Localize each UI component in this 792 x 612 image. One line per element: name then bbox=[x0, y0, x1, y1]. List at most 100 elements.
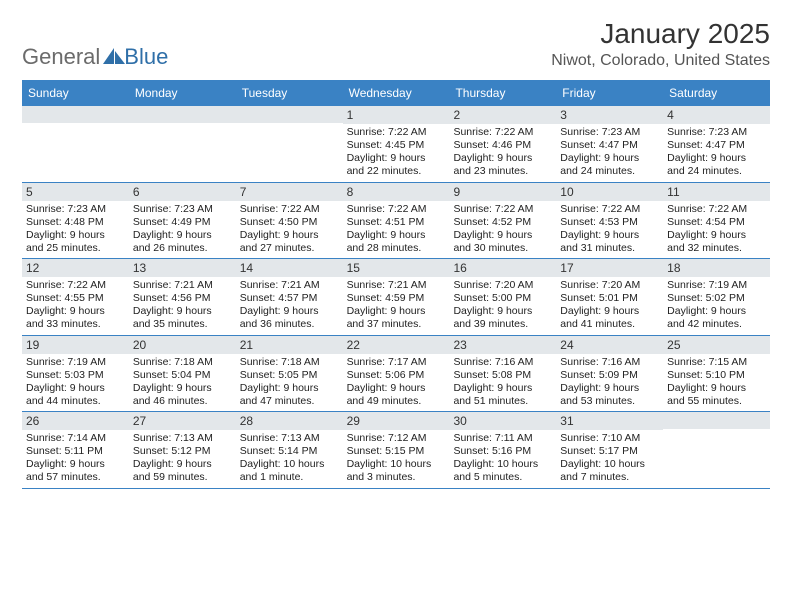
day-cell: 26 Sunrise: 7:14 AMSunset: 5:11 PMDayligh… bbox=[22, 412, 129, 488]
day-number: 27 bbox=[129, 412, 236, 430]
day-detail-text bbox=[24, 125, 126, 179]
calendar-body: 1 Sunrise: 7:22 AMSunset: 4:45 PMDaylight… bbox=[22, 105, 770, 489]
day-detail-text: Sunrise: 7:22 AMSunset: 4:50 PMDaylight:… bbox=[238, 203, 340, 259]
day-number: 21 bbox=[236, 336, 343, 354]
day-number: 30 bbox=[449, 412, 556, 430]
day-cell: 16 Sunrise: 7:20 AMSunset: 5:00 PMDayligh… bbox=[449, 259, 556, 335]
day-number: 24 bbox=[556, 336, 663, 354]
weekday-header-cell: Saturday bbox=[663, 81, 770, 105]
day-cell: 5Sunrise: 7:23 AMSunset: 4:48 PMDaylight… bbox=[22, 183, 129, 259]
day-number: 7 bbox=[236, 183, 343, 201]
day-detail-text: Sunrise: 7:10 AMSunset: 5:17 PMDaylight:… bbox=[558, 432, 660, 488]
day-number: 26 bbox=[22, 412, 129, 430]
day-number: 19 bbox=[22, 336, 129, 354]
weekday-header-cell: Friday bbox=[556, 81, 663, 105]
week-row: 12 Sunrise: 7:22 AMSunset: 4:55 PMDayligh… bbox=[22, 258, 770, 335]
day-cell: 17 Sunrise: 7:20 AMSunset: 5:01 PMDayligh… bbox=[556, 259, 663, 335]
day-cell: 15Sunrise: 7:21 AMSunset: 4:59 PMDayligh… bbox=[343, 259, 450, 335]
day-number: 8 bbox=[343, 183, 450, 201]
day-cell: 29Sunrise: 7:12 AMSunset: 5:15 PMDayligh… bbox=[343, 412, 450, 488]
day-number bbox=[236, 106, 343, 123]
day-detail-text: Sunrise: 7:19 AMSunset: 5:02 PMDaylight:… bbox=[665, 279, 767, 335]
brand-text-general: General bbox=[22, 44, 100, 70]
day-number: 3 bbox=[556, 106, 663, 124]
day-cell: 22 Sunrise: 7:17 AMSunset: 5:06 PMDayligh… bbox=[343, 336, 450, 412]
weekday-header-cell: Tuesday bbox=[236, 81, 343, 105]
day-detail-text: Sunrise: 7:17 AMSunset: 5:06 PMDaylight:… bbox=[345, 356, 447, 412]
day-number: 31 bbox=[556, 412, 663, 430]
day-number: 6 bbox=[129, 183, 236, 201]
day-detail-text: Sunrise: 7:20 AMSunset: 5:01 PMDaylight:… bbox=[558, 279, 660, 335]
day-cell: 11 Sunrise: 7:22 AMSunset: 4:54 PMDayligh… bbox=[663, 183, 770, 259]
sail-icon bbox=[102, 47, 126, 65]
day-cell: 19Sunrise: 7:19 AMSunset: 5:03 PMDayligh… bbox=[22, 336, 129, 412]
day-number: 17 bbox=[556, 259, 663, 277]
week-row: 1 Sunrise: 7:22 AMSunset: 4:45 PMDaylight… bbox=[22, 105, 770, 182]
day-detail-text: Sunrise: 7:13 AMSunset: 5:14 PMDaylight:… bbox=[238, 432, 340, 488]
day-detail-text bbox=[665, 431, 767, 485]
brand-logo: General Blue bbox=[22, 44, 168, 70]
day-cell: 13 Sunrise: 7:21 AMSunset: 4:56 PMDayligh… bbox=[129, 259, 236, 335]
day-detail-text: Sunrise: 7:23 AMSunset: 4:47 PMDaylight:… bbox=[558, 126, 660, 182]
day-number: 14 bbox=[236, 259, 343, 277]
week-row: 26 Sunrise: 7:14 AMSunset: 5:11 PMDayligh… bbox=[22, 411, 770, 489]
day-detail-text: Sunrise: 7:22 AMSunset: 4:54 PMDaylight:… bbox=[665, 203, 767, 259]
day-detail-text: Sunrise: 7:21 AMSunset: 4:56 PMDaylight:… bbox=[131, 279, 233, 335]
day-detail-text bbox=[238, 125, 340, 179]
day-cell: 24Sunrise: 7:16 AMSunset: 5:09 PMDayligh… bbox=[556, 336, 663, 412]
day-cell: 10Sunrise: 7:22 AMSunset: 4:53 PMDayligh… bbox=[556, 183, 663, 259]
day-number: 23 bbox=[449, 336, 556, 354]
month-title: January 2025 bbox=[551, 18, 770, 50]
day-detail-text: Sunrise: 7:23 AMSunset: 4:48 PMDaylight:… bbox=[24, 203, 126, 259]
day-detail-text: Sunrise: 7:14 AMSunset: 5:11 PMDaylight:… bbox=[24, 432, 126, 488]
day-detail-text: Sunrise: 7:21 AMSunset: 4:59 PMDaylight:… bbox=[345, 279, 447, 335]
day-cell: 7 Sunrise: 7:22 AMSunset: 4:50 PMDaylight… bbox=[236, 183, 343, 259]
day-cell: 23 Sunrise: 7:16 AMSunset: 5:08 PMDayligh… bbox=[449, 336, 556, 412]
day-detail-text: Sunrise: 7:11 AMSunset: 5:16 PMDaylight:… bbox=[451, 432, 553, 488]
day-number: 13 bbox=[129, 259, 236, 277]
weekday-header: SundayMondayTuesdayWednesdayThursdayFrid… bbox=[22, 81, 770, 105]
day-number: 4 bbox=[663, 106, 770, 124]
day-detail-text: Sunrise: 7:12 AMSunset: 5:15 PMDaylight:… bbox=[345, 432, 447, 488]
day-cell: 8 Sunrise: 7:22 AMSunset: 4:51 PMDaylight… bbox=[343, 183, 450, 259]
day-detail-text: Sunrise: 7:13 AMSunset: 5:12 PMDaylight:… bbox=[131, 432, 233, 488]
day-cell: 9Sunrise: 7:22 AMSunset: 4:52 PMDaylight… bbox=[449, 183, 556, 259]
day-cell: 12 Sunrise: 7:22 AMSunset: 4:55 PMDayligh… bbox=[22, 259, 129, 335]
day-cell: 20Sunrise: 7:18 AMSunset: 5:04 PMDayligh… bbox=[129, 336, 236, 412]
day-detail-text: Sunrise: 7:22 AMSunset: 4:52 PMDaylight:… bbox=[451, 203, 553, 259]
day-cell: 31 Sunrise: 7:10 AMSunset: 5:17 PMDayligh… bbox=[556, 412, 663, 488]
day-number: 10 bbox=[556, 183, 663, 201]
day-cell bbox=[129, 106, 236, 182]
day-cell: 1 Sunrise: 7:22 AMSunset: 4:45 PMDaylight… bbox=[343, 106, 450, 182]
day-number bbox=[663, 412, 770, 429]
day-number: 2 bbox=[449, 106, 556, 124]
day-number: 18 bbox=[663, 259, 770, 277]
day-detail-text: Sunrise: 7:23 AMSunset: 4:49 PMDaylight:… bbox=[131, 203, 233, 259]
day-cell: 2Sunrise: 7:22 AMSunset: 4:46 PMDaylight… bbox=[449, 106, 556, 182]
day-cell: 25Sunrise: 7:15 AMSunset: 5:10 PMDayligh… bbox=[663, 336, 770, 412]
day-number: 20 bbox=[129, 336, 236, 354]
day-cell: 14 Sunrise: 7:21 AMSunset: 4:57 PMDayligh… bbox=[236, 259, 343, 335]
day-number bbox=[22, 106, 129, 123]
day-cell: 4Sunrise: 7:23 AMSunset: 4:47 PMDaylight… bbox=[663, 106, 770, 182]
day-detail-text: Sunrise: 7:22 AMSunset: 4:55 PMDaylight:… bbox=[24, 279, 126, 335]
day-detail-text: Sunrise: 7:20 AMSunset: 5:00 PMDaylight:… bbox=[451, 279, 553, 335]
weekday-header-cell: Thursday bbox=[449, 81, 556, 105]
day-number: 28 bbox=[236, 412, 343, 430]
day-cell bbox=[22, 106, 129, 182]
calendar: SundayMondayTuesdayWednesdayThursdayFrid… bbox=[22, 80, 770, 489]
day-cell: 28 Sunrise: 7:13 AMSunset: 5:14 PMDayligh… bbox=[236, 412, 343, 488]
day-number: 16 bbox=[449, 259, 556, 277]
day-detail-text: Sunrise: 7:16 AMSunset: 5:08 PMDaylight:… bbox=[451, 356, 553, 412]
day-detail-text: Sunrise: 7:22 AMSunset: 4:45 PMDaylight:… bbox=[345, 126, 447, 182]
day-detail-text: Sunrise: 7:18 AMSunset: 5:05 PMDaylight:… bbox=[238, 356, 340, 412]
week-row: 5Sunrise: 7:23 AMSunset: 4:48 PMDaylight… bbox=[22, 182, 770, 259]
location-text: Niwot, Colorado, United States bbox=[551, 52, 770, 70]
day-number: 1 bbox=[343, 106, 450, 124]
day-number: 11 bbox=[663, 183, 770, 201]
day-number: 22 bbox=[343, 336, 450, 354]
day-detail-text: Sunrise: 7:21 AMSunset: 4:57 PMDaylight:… bbox=[238, 279, 340, 335]
day-detail-text: Sunrise: 7:22 AMSunset: 4:51 PMDaylight:… bbox=[345, 203, 447, 259]
weekday-header-cell: Monday bbox=[129, 81, 236, 105]
day-number: 12 bbox=[22, 259, 129, 277]
